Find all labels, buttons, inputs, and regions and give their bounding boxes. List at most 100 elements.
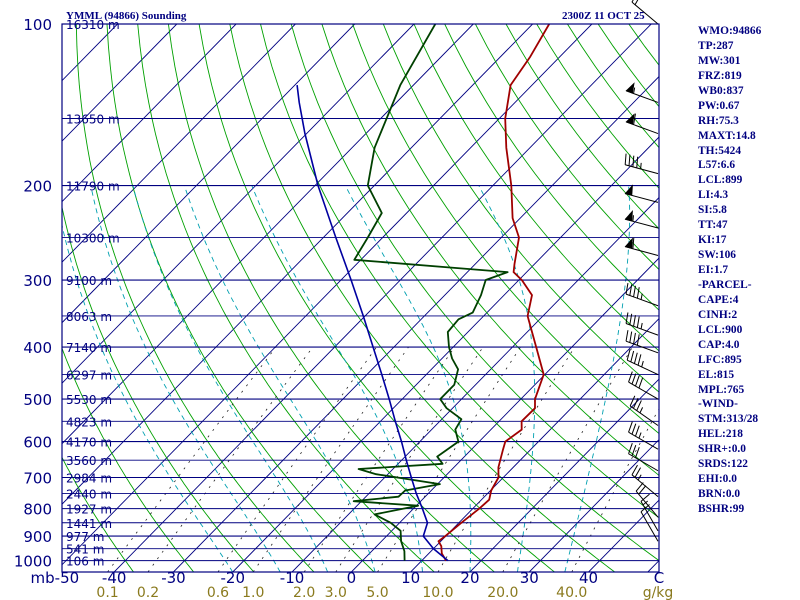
height-label: 6297 m <box>66 369 112 383</box>
wind-barb <box>624 153 659 175</box>
height-label: 977 m <box>66 530 104 544</box>
dry-adiabat-line <box>62 347 195 572</box>
index-item: WB0:837 <box>698 84 744 97</box>
index-item: RH:75.3 <box>698 114 739 127</box>
pressure-tick-label: 700 <box>23 470 52 488</box>
dry-adiabat-line <box>106 24 375 572</box>
dry-adiabat-line <box>167 24 495 572</box>
mixing-ratio-label: 0.1 <box>96 585 118 600</box>
temperature-tick-label: -30 <box>161 569 186 587</box>
height-label: 2440 m <box>66 488 112 502</box>
mixing-ratio-label: 2.0 <box>293 585 315 600</box>
index-item: LCL:900 <box>698 323 743 336</box>
moist-adiabat-line <box>183 185 376 572</box>
wind-barb <box>640 504 659 542</box>
isotherm-line <box>113 24 652 572</box>
index-item: CAPE:4 <box>698 293 739 306</box>
mixing-ratio-label: 40.0 <box>556 585 587 600</box>
wind-barb <box>631 464 659 498</box>
height-label: 4170 m <box>66 436 112 450</box>
isotherm-line <box>232 136 659 572</box>
moist-adiabat-line <box>478 185 536 572</box>
height-label: 541 m <box>66 543 104 557</box>
dewpoint-profile-line <box>352 24 509 561</box>
temperature-tick-label: 20 <box>460 569 479 587</box>
mixing-ratio-label: 0.2 <box>137 585 159 600</box>
wind-barb <box>624 184 659 203</box>
mixing-ratio-line <box>437 346 575 572</box>
wind-barb <box>629 395 659 426</box>
dry-adiabat-line <box>62 456 134 572</box>
index-item: EI:1.7 <box>698 264 729 276</box>
index-item: BRN:0.0 <box>698 488 741 501</box>
wind-barb <box>628 371 659 400</box>
wind-barb <box>628 421 659 450</box>
temperature-tick-label: 10 <box>401 569 420 587</box>
wind-barb <box>631 0 659 25</box>
index-item: PW:0.67 <box>698 99 740 112</box>
index-item: CAP:4.0 <box>698 338 740 351</box>
dry-adiabat-line <box>352 24 659 435</box>
wind-barb <box>625 113 659 135</box>
moist-adiabat-line <box>564 185 631 572</box>
dry-adiabat-line <box>62 205 255 572</box>
height-label: 9100 m <box>66 274 112 288</box>
plot-frame <box>61 23 660 573</box>
dry-adiabat-line <box>229 24 615 572</box>
dry-adiabat-line <box>444 24 659 311</box>
height-label: 13650 m <box>66 112 120 126</box>
isotherm-line <box>469 378 659 572</box>
wind-barb <box>624 210 659 229</box>
height-label: 16310 m <box>66 18 120 32</box>
profile-lines <box>296 24 550 562</box>
temperature-tick-label: -20 <box>221 569 246 587</box>
index-item: KI:17 <box>698 234 727 247</box>
mixing-ratio-label: 10.0 <box>422 585 453 600</box>
dry-adiabat-line <box>137 24 435 572</box>
mixing-ratio-line <box>147 346 314 572</box>
index-item: TP:287 <box>698 39 734 52</box>
mixing-ratio-line <box>252 346 409 572</box>
mixing-ratio-line <box>502 346 633 572</box>
pressure-tick-label: 500 <box>23 391 52 409</box>
temperature-tick-label: 30 <box>520 569 539 587</box>
index-item: TT:47 <box>698 219 728 232</box>
index-item: MW:301 <box>698 54 741 67</box>
moist-adiabat-line <box>90 185 281 572</box>
stability-indices: WMO:94866 TP:287 MW:301 FRZ:819 WB0:837 PW:0.… <box>698 24 798 517</box>
mixing-ratio-label: 20.0 <box>487 585 518 600</box>
moist-adiabat-line <box>62 223 234 572</box>
index-item: SRDS:122 <box>698 458 749 471</box>
moist-adiabat-line <box>344 185 472 572</box>
index-item: TH:5424 <box>698 144 742 157</box>
isotherm-line <box>62 24 356 324</box>
wind-barb <box>635 482 659 518</box>
isotherm-line <box>62 24 474 445</box>
mixing-ratio-label: 0.6 <box>207 585 229 600</box>
index-item: EHI:0.0 <box>698 473 737 486</box>
index-item: SI:5.8 <box>698 204 727 217</box>
index-item: HEL:218 <box>698 428 743 441</box>
pressure-tick-label: 600 <box>23 434 52 452</box>
height-label: 5530 m <box>66 393 112 407</box>
dry-adiabat-line <box>382 24 659 393</box>
dry-adiabat-line <box>413 24 659 352</box>
wind-barb <box>625 312 659 336</box>
height-label: 7140 m <box>66 341 112 355</box>
index-item: -PARCEL- <box>698 278 752 291</box>
mixing-ratio-line <box>335 346 484 572</box>
index-item: FRZ:819 <box>698 69 742 82</box>
index-item: MPL:765 <box>698 383 745 396</box>
index-item: BSHR:99 <box>698 503 745 515</box>
wind-barb <box>625 283 659 307</box>
height-label: 10300 m <box>66 232 120 246</box>
isotherm-line <box>62 24 296 263</box>
mixing-ratio-unit-label: g/kg <box>643 585 674 600</box>
wind-barb <box>625 330 659 354</box>
temperature-unit-label: C <box>654 569 664 587</box>
mixing-ratio-line <box>303 346 455 572</box>
height-label: 4823 m <box>66 415 112 429</box>
